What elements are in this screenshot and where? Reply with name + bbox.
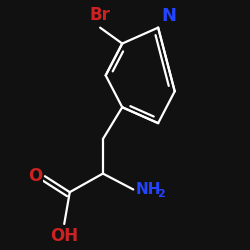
Text: 2: 2	[157, 189, 164, 199]
Text: N: N	[161, 7, 176, 25]
Text: Br: Br	[90, 6, 110, 24]
Text: NH: NH	[136, 182, 162, 197]
Text: O: O	[28, 167, 42, 185]
Text: OH: OH	[50, 227, 78, 245]
